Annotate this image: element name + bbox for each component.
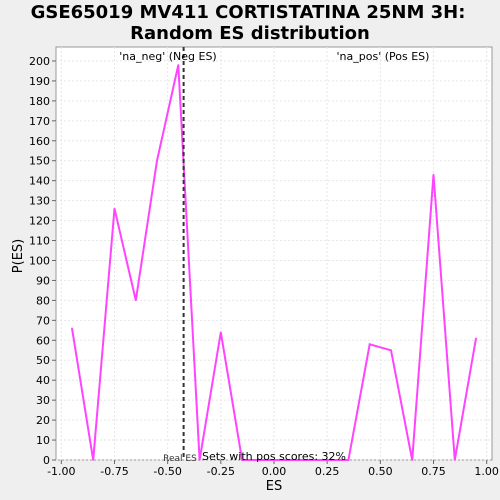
x-tick-label: 0.25 bbox=[315, 465, 340, 478]
y-tick-label: 30 bbox=[36, 394, 50, 407]
y-tick-label: 60 bbox=[36, 334, 50, 347]
es-data-point bbox=[283, 459, 286, 461]
y-tick-label: 130 bbox=[29, 195, 50, 208]
y-tick-label: 50 bbox=[36, 354, 50, 367]
x-tick-label: 0.00 bbox=[262, 465, 287, 478]
footnote: Sets with pos scores: 32% bbox=[202, 450, 346, 463]
es-data-point bbox=[113, 207, 116, 210]
es-data-point bbox=[453, 459, 456, 461]
es-data-point bbox=[198, 459, 201, 461]
y-tick-label: 180 bbox=[29, 95, 50, 108]
y-tick-label: 70 bbox=[36, 314, 50, 327]
es-data-point bbox=[156, 159, 158, 162]
es-data-point bbox=[71, 327, 73, 330]
es-data-point bbox=[475, 337, 477, 340]
es-data-point bbox=[326, 459, 328, 461]
neg-es-label: 'na_neg' (Neg ES) bbox=[119, 50, 216, 63]
es-data-point bbox=[241, 459, 243, 461]
y-tick-label: 140 bbox=[29, 175, 50, 188]
es-data-point bbox=[347, 459, 350, 461]
y-tick-label: 110 bbox=[29, 235, 50, 248]
x-axis-label: ES bbox=[266, 479, 282, 494]
y-tick-label: 20 bbox=[36, 414, 50, 427]
es-data-point bbox=[305, 459, 307, 461]
y-tick-label: 40 bbox=[36, 374, 50, 387]
y-tick-label: 190 bbox=[29, 75, 50, 88]
es-series-line bbox=[71, 64, 477, 461]
chart-title: GSE65019 MV411 CORTISTATINA 25NM 3H: bbox=[31, 2, 466, 23]
es-data-point bbox=[368, 343, 371, 346]
es-data-point bbox=[177, 64, 180, 66]
x-tick-label: 1.00 bbox=[474, 465, 499, 478]
y-tick-label: 170 bbox=[29, 115, 50, 128]
es-data-point bbox=[134, 299, 137, 302]
x-tick-label: 0.75 bbox=[421, 465, 446, 478]
y-axis-ticks: 0 10 20 30 40 50 60 70 80 90 100 110 120 130 140 150 160… bbox=[29, 55, 56, 467]
es-data-point bbox=[432, 173, 435, 176]
x-tick-label: -0.25 bbox=[207, 465, 235, 478]
y-tick-label: 100 bbox=[29, 254, 50, 267]
grid-layer bbox=[56, 47, 492, 461]
es-data-point bbox=[390, 349, 392, 352]
y-tick-label: 90 bbox=[36, 274, 50, 287]
x-axis-ticks: -1.00 -0.75 -0.50 -0.25 0.00 0.25 0.50 0.75 1.00 bbox=[47, 460, 499, 478]
es-data-point bbox=[92, 459, 95, 461]
y-tick-label: 200 bbox=[29, 55, 50, 68]
es-data-point bbox=[220, 331, 222, 334]
es-data-point bbox=[411, 459, 414, 461]
chart-subtitle: Random ES distribution bbox=[130, 23, 370, 44]
y-tick-label: 0 bbox=[43, 454, 50, 467]
y-tick-label: 160 bbox=[29, 135, 50, 148]
y-tick-label: 150 bbox=[29, 155, 50, 168]
y-axis-label: P(ES) bbox=[11, 239, 26, 273]
y-tick-label: 80 bbox=[36, 294, 50, 307]
pos-es-label: 'na_pos' (Pos ES) bbox=[337, 50, 430, 63]
x-tick-label: -0.50 bbox=[153, 465, 181, 478]
x-tick-label: -0.75 bbox=[100, 465, 128, 478]
real-es-label: Real ES bbox=[163, 454, 197, 464]
es-data-point bbox=[262, 459, 265, 461]
y-tick-label: 10 bbox=[36, 434, 50, 447]
x-tick-label: 0.50 bbox=[368, 465, 393, 478]
x-tick-label: -1.00 bbox=[47, 465, 75, 478]
series-layer bbox=[71, 64, 477, 461]
y-tick-label: 120 bbox=[29, 215, 50, 228]
